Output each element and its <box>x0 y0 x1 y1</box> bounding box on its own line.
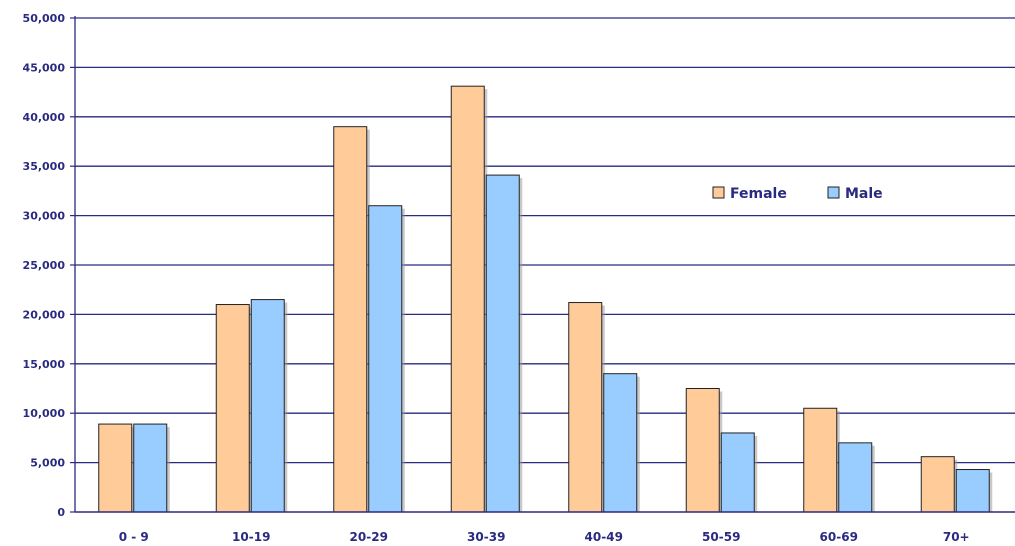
bars <box>98 85 993 513</box>
bar <box>250 299 285 513</box>
bar <box>603 373 638 513</box>
bar <box>450 85 485 513</box>
bar-female-6 <box>803 407 840 513</box>
bar-female-7 <box>920 456 958 513</box>
y-tick-label: 35,000 <box>23 160 66 173</box>
bar-female-1 <box>215 304 253 513</box>
y-tick-label: 10,000 <box>23 407 66 420</box>
legend-item-male: Male <box>827 186 883 202</box>
y-tick-label: 30,000 <box>23 210 66 223</box>
bar <box>98 423 133 513</box>
bar-male-4 <box>603 373 640 513</box>
bar <box>838 442 873 513</box>
legend-swatch <box>712 186 725 199</box>
bar-female-5 <box>685 388 723 513</box>
bar-male-1 <box>250 299 288 513</box>
gridlines <box>70 17 1015 513</box>
bar <box>133 423 168 513</box>
legend-swatch <box>827 186 840 199</box>
bar-male-6 <box>838 442 875 513</box>
x-tick-label: 40-49 <box>585 530 623 544</box>
legend-item-female: Female <box>712 186 787 202</box>
y-tick-label: 20,000 <box>23 308 66 321</box>
bar-female-4 <box>568 302 605 513</box>
y-tick-label: 45,000 <box>23 61 66 74</box>
bar-male-5 <box>720 432 758 513</box>
bar <box>955 469 990 513</box>
x-tick-label: 50-59 <box>702 530 740 544</box>
y-tick-label: 15,000 <box>23 358 66 371</box>
bar <box>720 432 755 513</box>
x-tick-label: 0 - 9 <box>119 530 149 544</box>
bar-female-3 <box>450 85 488 513</box>
x-tick-label: 30-39 <box>467 530 505 544</box>
bar <box>568 302 603 513</box>
bar-male-7 <box>955 469 993 513</box>
bar-male-0 <box>133 423 170 513</box>
legend: Female Male <box>712 186 883 202</box>
bar-male-2 <box>368 205 405 513</box>
axes <box>74 16 1015 513</box>
x-tick-label: 70+ <box>943 530 970 544</box>
y-tick-label: 40,000 <box>23 111 66 124</box>
y-tick-label: 50,000 <box>23 12 66 25</box>
bar <box>920 456 955 513</box>
y-tick-label: 5,000 <box>30 457 65 470</box>
x-tick-label: 10-19 <box>232 530 270 544</box>
x-tick-label: 60-69 <box>820 530 858 544</box>
bar <box>368 205 403 513</box>
bar <box>215 304 250 513</box>
bar <box>485 174 520 513</box>
x-tick-label: 20-29 <box>350 530 388 544</box>
x-axis-tick-labels: 0 - 9 10-19 20-29 30-39 40-49 50-59 60-69 70+ <box>119 530 970 544</box>
y-axis-tick-labels: 0 5,000 10,000 15,000 20,000 25,000 30,000 35,0… <box>23 12 66 519</box>
bar <box>333 126 368 513</box>
bar <box>685 388 720 513</box>
bar-female-2 <box>333 126 370 513</box>
bar-male-3 <box>485 174 523 513</box>
legend-label: Female <box>730 186 787 202</box>
legend-label: Male <box>845 186 883 202</box>
y-tick-label: 0 <box>57 506 65 519</box>
y-tick-label: 25,000 <box>23 259 66 272</box>
bar <box>803 407 838 513</box>
bar-female-0 <box>98 423 135 513</box>
